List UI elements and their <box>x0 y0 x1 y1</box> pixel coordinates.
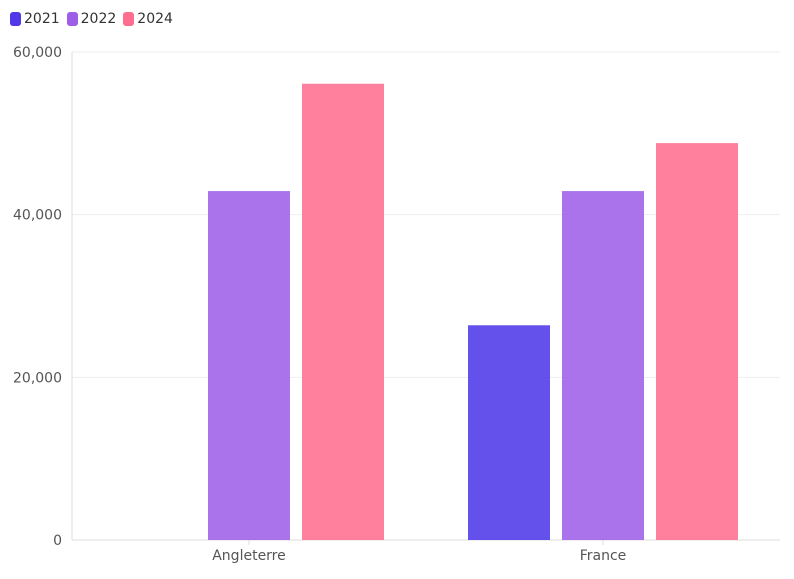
y-tick-label: 60,000 <box>13 45 62 61</box>
bar-2022-France <box>562 191 644 540</box>
y-tick-label: 0 <box>53 533 62 549</box>
legend-item-2024[interactable]: 2024 <box>123 11 173 27</box>
legend-item-2021[interactable]: 2021 <box>10 11 60 27</box>
legend: 2021 2022 2024 <box>10 11 174 27</box>
legend-label: 2021 <box>24 11 60 27</box>
legend-swatch <box>123 12 135 26</box>
bar-2022-Angleterre <box>208 191 290 540</box>
bar-2024-France <box>656 143 738 541</box>
legend-label: 2022 <box>80 11 117 27</box>
y-tick-label: 40,000 <box>13 208 62 224</box>
x-tick-label: France <box>580 548 627 564</box>
bar-2024-Angleterre <box>302 83 384 540</box>
legend-swatch <box>10 12 21 26</box>
y-tick-label: 20,000 <box>13 370 62 386</box>
legend-item-2022[interactable]: 2022 <box>66 11 117 27</box>
legend-swatch <box>66 12 78 26</box>
bar-2021-France <box>468 325 550 540</box>
legend-label: 2024 <box>137 11 173 27</box>
x-tick-label: Angleterre <box>212 548 286 564</box>
